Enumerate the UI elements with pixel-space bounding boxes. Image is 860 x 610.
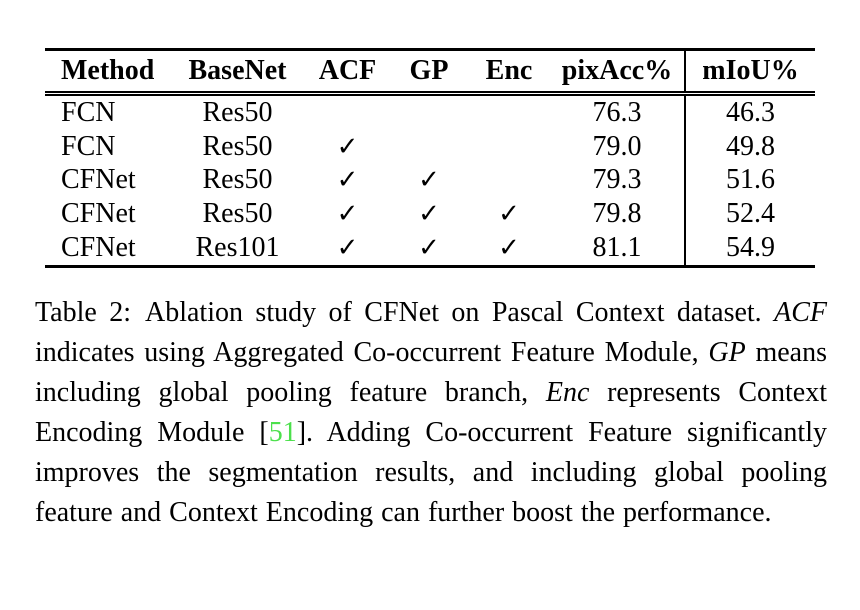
cell-method: FCN (61, 130, 116, 162)
cell-miou: 51.6 (684, 163, 815, 198)
column-header-miou: mIoU% (684, 49, 815, 96)
cell-enc-check (468, 164, 550, 198)
cell-miou: 49.8 (684, 129, 815, 164)
column-header-pixacc: pixAcc% (550, 49, 685, 96)
table-row: CFNet Res50 ✓ ✓ ✓ 79.8 52.4 (45, 197, 815, 232)
cell-acf-check (305, 94, 390, 130)
cell-basenet: Res50 (202, 164, 273, 196)
cell-basenet: Res50 (202, 130, 273, 162)
cell-enc-check: ✓ (498, 199, 520, 230)
table-row: CFNet Res101 ✓ ✓ ✓ 81.1 54.9 (45, 231, 815, 267)
cell-pixacc: 79.3 (592, 164, 642, 196)
cell-enc-check (468, 94, 550, 130)
table-caption: Table 2: Ablation study of CFNet on Pasc… (35, 293, 827, 533)
cell-gp-check (390, 94, 468, 130)
cell-enc-check (468, 130, 550, 164)
citation-51: 51 (268, 417, 297, 448)
caption-tail: ]. Adding Co-occurrent Feature significa… (35, 417, 827, 528)
table-row: FCN Res50 ✓ 79.0 49.8 (45, 129, 815, 164)
cell-enc-check: ✓ (498, 233, 520, 264)
caption-after-acf: indicates using Aggregated Co-occurrent … (35, 337, 709, 368)
cell-acf-check: ✓ (336, 199, 359, 230)
caption-lead: Table 2: Ablation study of CFNet on Pasc… (35, 297, 775, 328)
column-header-enc: Enc (468, 49, 550, 96)
cell-method: CFNet (61, 198, 136, 230)
caption-after-gp: means including global pooling feature b… (35, 337, 828, 408)
column-header-acf: ACF (305, 49, 390, 96)
cell-method: CFNet (61, 232, 136, 264)
cell-miou: 54.9 (684, 231, 815, 267)
table-header-row: Method BaseNet ACF GP Enc pixAcc% mIoU% (45, 49, 815, 96)
table-row: FCN Res50 76.3 46.3 (45, 93, 815, 130)
caption-term-gp: GP (708, 337, 746, 368)
caption-before-cite: represents Context Encoding Module [ (35, 377, 827, 448)
cell-gp-check: ✓ (418, 233, 440, 264)
caption-term-enc: Enc (545, 377, 590, 408)
column-header-gp: GP (390, 49, 468, 96)
cell-gp-check (390, 130, 468, 164)
cell-gp-check: ✓ (418, 199, 440, 230)
cell-miou: 46.3 (684, 93, 815, 130)
table-row: CFNet Res50 ✓ ✓ 79.3 51.6 (45, 163, 815, 198)
column-header-method: Method (45, 49, 170, 96)
cell-pixacc: 81.1 (592, 232, 642, 264)
cell-pixacc: 79.0 (592, 130, 642, 162)
cell-method: FCN (61, 96, 116, 128)
cell-acf-check: ✓ (336, 233, 359, 264)
column-header-basenet: BaseNet (170, 49, 305, 96)
cell-acf-check: ✓ (336, 131, 359, 162)
ablation-table: Method BaseNet ACF GP Enc pixAcc% mIoU% … (45, 48, 815, 268)
cell-basenet: Res101 (195, 232, 280, 264)
cell-acf-check: ✓ (336, 165, 359, 196)
cell-basenet: Res50 (202, 198, 273, 230)
cell-pixacc: 76.3 (592, 96, 642, 128)
cell-method: CFNet (61, 164, 136, 196)
cell-basenet: Res50 (202, 96, 273, 128)
caption-term-acf: ACF (774, 297, 827, 328)
cell-gp-check: ✓ (418, 165, 440, 196)
cell-pixacc: 79.8 (592, 198, 642, 230)
cell-miou: 52.4 (684, 197, 815, 232)
